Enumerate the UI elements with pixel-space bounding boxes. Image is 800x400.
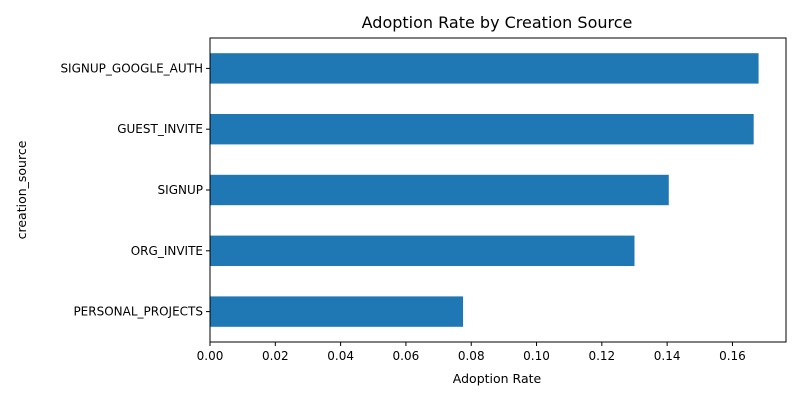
x-axis-ticks: 0.00 0.02 0.04 0.06 0.08 0.10 0.12 0.14 0.16 bbox=[197, 342, 746, 363]
x-tick-label: 0.00 bbox=[197, 349, 224, 363]
plot-frame bbox=[209, 37, 787, 343]
x-tick-label: 0.02 bbox=[262, 349, 289, 363]
y-axis-label: creation_source bbox=[14, 140, 29, 239]
x-tick-label: 0.12 bbox=[588, 349, 615, 363]
x-tick-label: 0.08 bbox=[458, 349, 485, 363]
bar-personal-projects bbox=[210, 296, 464, 327]
x-tick-label: 0.14 bbox=[654, 349, 681, 363]
bars-group bbox=[210, 53, 759, 327]
x-tick-label: 0.10 bbox=[523, 349, 550, 363]
y-tick-label: ORG_INVITE bbox=[131, 244, 203, 258]
x-tick-label: 0.16 bbox=[719, 349, 746, 363]
bar-org-invite bbox=[210, 235, 635, 266]
bar-signup bbox=[210, 174, 669, 206]
y-axis-ticks: PERSONAL_PROJECTS ORG_INVITE SIGNUP GUEST_I… bbox=[60, 61, 210, 319]
y-tick-label: PERSONAL_PROJECTS bbox=[73, 305, 203, 319]
bar-signup-google-auth bbox=[210, 53, 759, 84]
x-tick-label: 0.06 bbox=[393, 349, 420, 363]
chart-title: Adoption Rate by Creation Source bbox=[362, 13, 633, 32]
y-tick-label: SIGNUP_GOOGLE_AUTH bbox=[60, 61, 203, 75]
y-tick-label: SIGNUP bbox=[158, 183, 203, 197]
bar-guest-invite bbox=[210, 114, 754, 145]
x-tick-label: 0.04 bbox=[327, 349, 354, 363]
y-tick-label: GUEST_INVITE bbox=[117, 122, 203, 136]
x-axis-label: Adoption Rate bbox=[453, 371, 542, 386]
